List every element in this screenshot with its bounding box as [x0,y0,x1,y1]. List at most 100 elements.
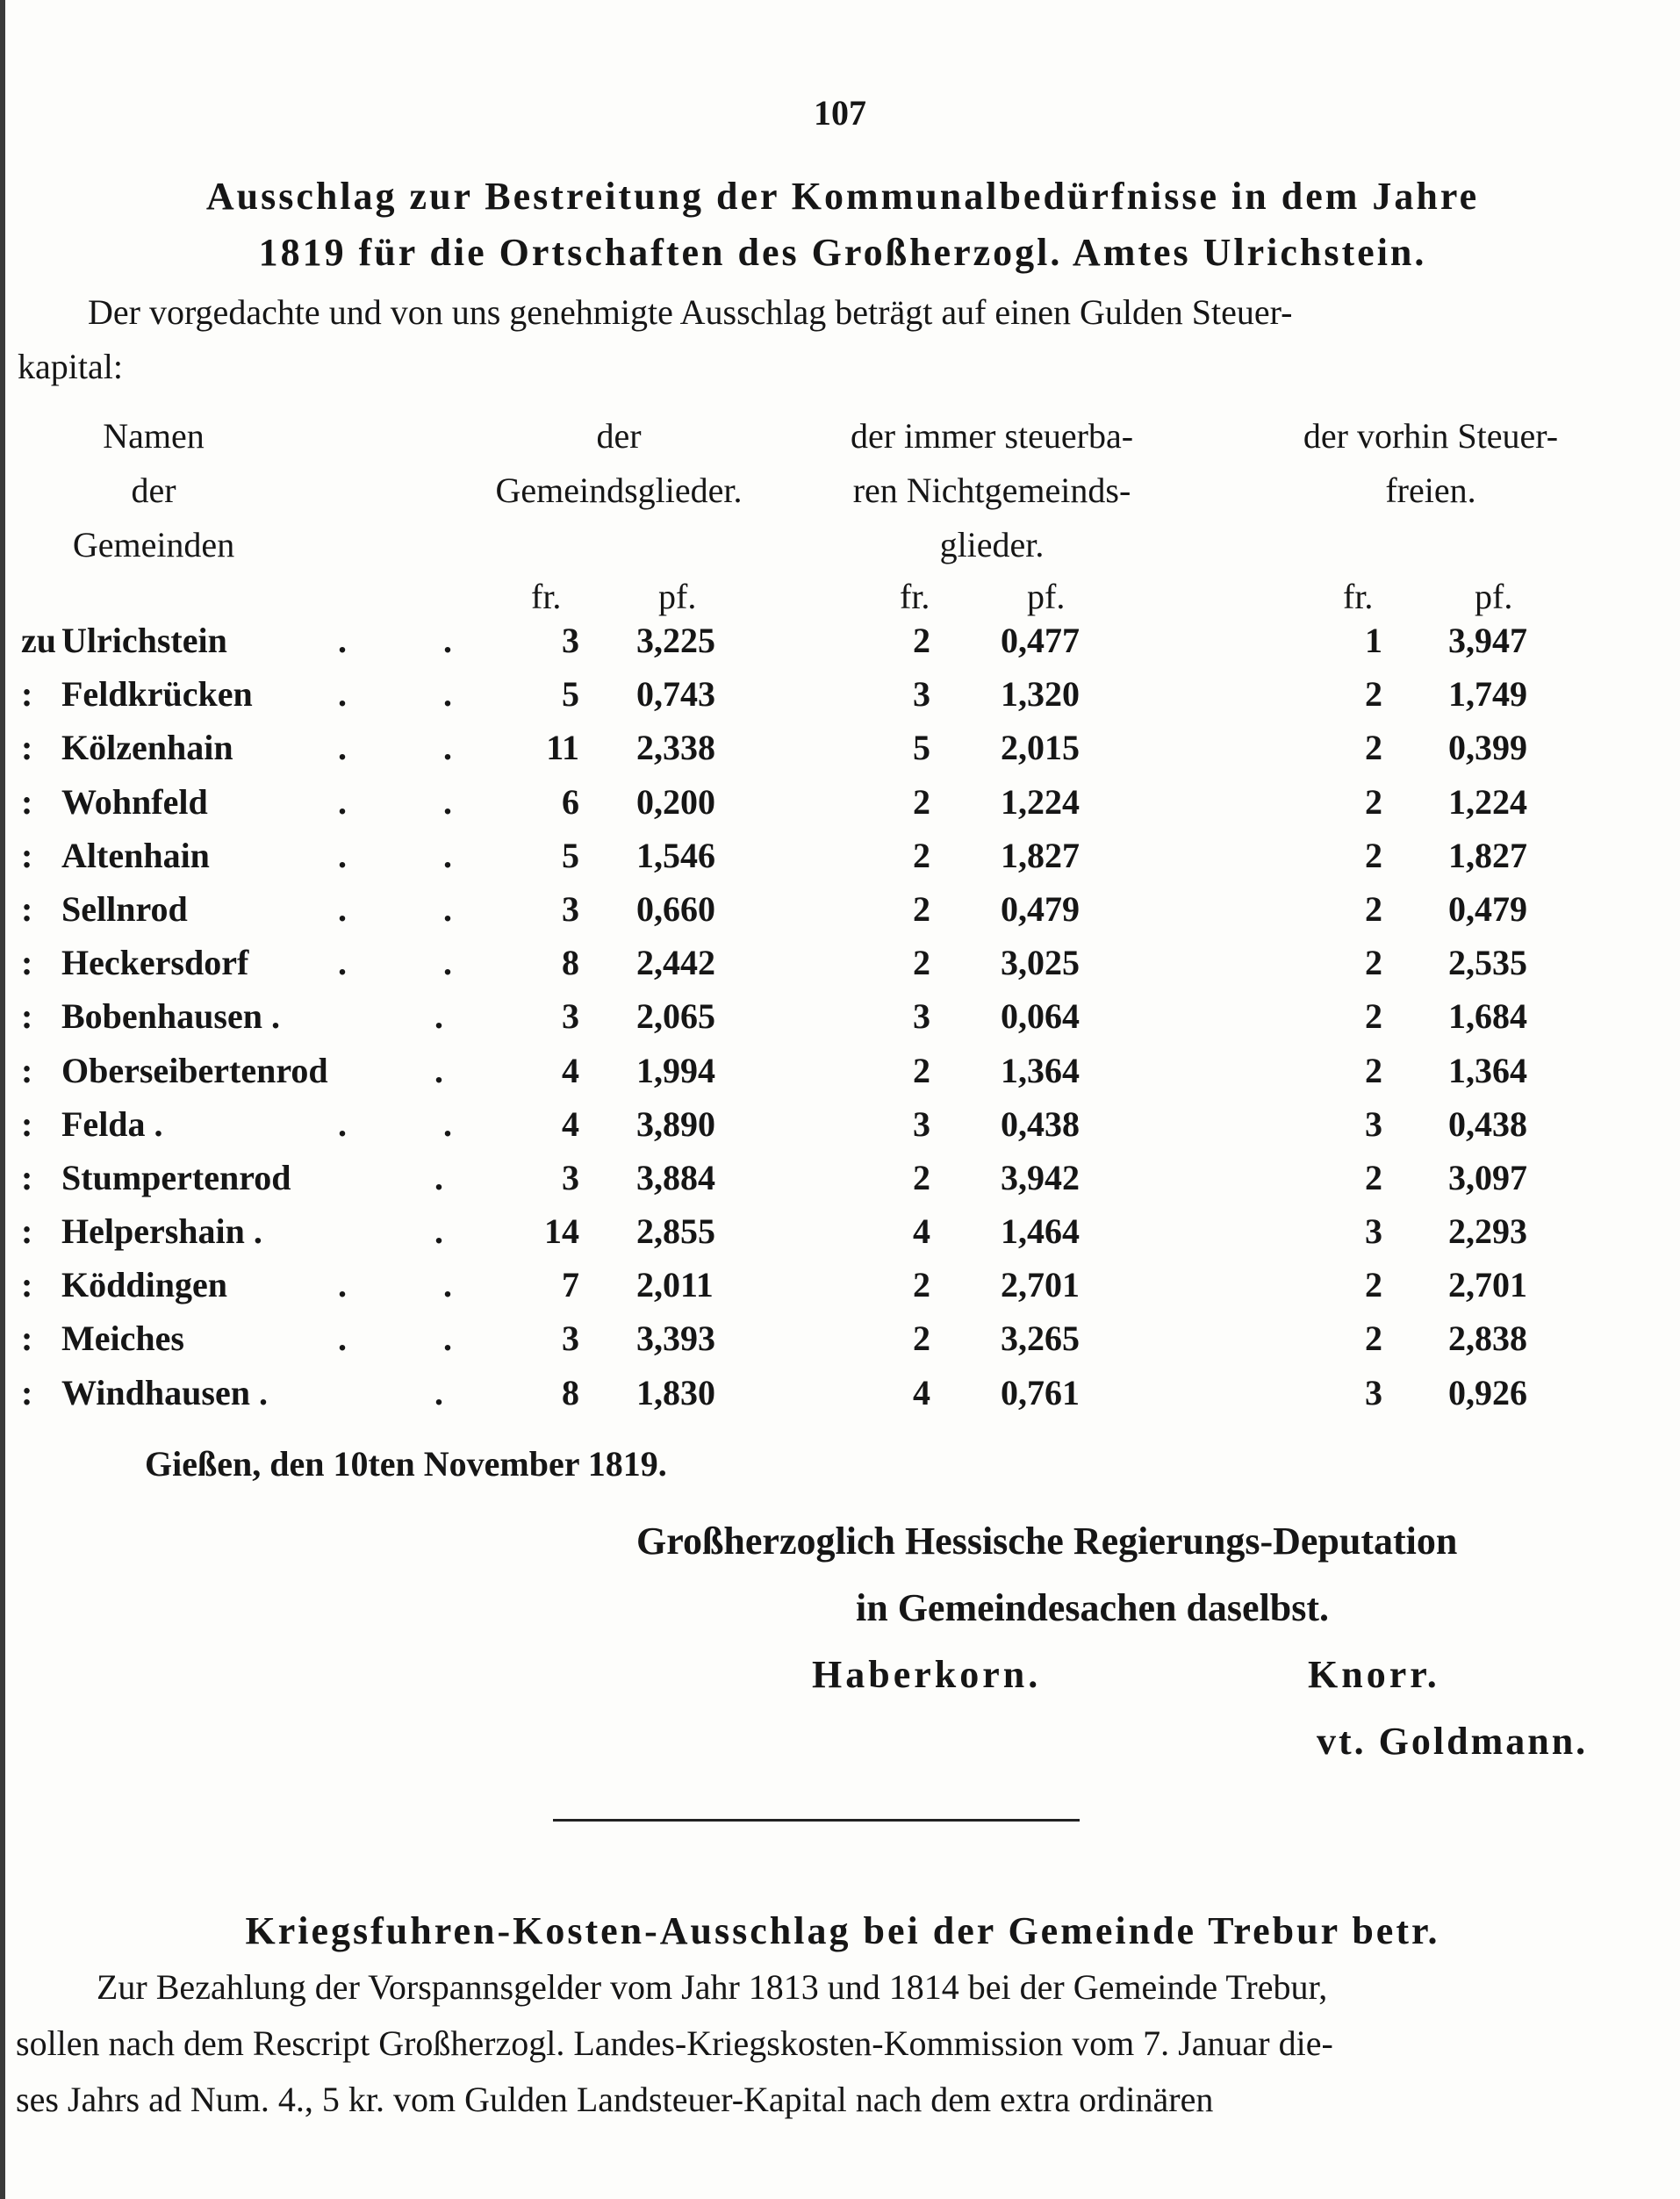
members-kreuzer: 6 [562,781,579,822]
leader-dots: . . [338,1319,496,1359]
unit-pf: pf. [1027,577,1066,616]
nonmembers-kreuzer: 4 [913,1372,930,1412]
unit-fr: fr. [1343,577,1374,616]
municipality-name: Felda . [61,1103,163,1144]
header-text: Gemeindsglieder. [495,471,743,510]
exempt-kreuzer: 2 [1365,1265,1382,1305]
unit-pf: pf. [658,577,697,616]
members-pfennig: 3,884 [636,1157,715,1197]
members-kreuzer: 3 [562,1157,579,1197]
exempt-kreuzer: 2 [1365,1157,1382,1197]
leader-dots: . [434,1211,443,1252]
nonmembers-kreuzer: 2 [913,1265,930,1305]
header-names: Namen der Gemeinden [35,409,272,572]
row-prefix: : [21,1372,33,1412]
nonmembers-kreuzer: 5 [913,728,930,768]
exempt-kreuzer: 2 [1365,728,1382,768]
municipality-name: Ulrichstein [61,621,227,660]
exempt-pfennig: 1,224 [1448,781,1527,822]
leader-dots: . . [338,1103,496,1144]
row-prefix: : [21,835,33,875]
unit-pf: pf. [1475,577,1513,616]
header-text: freien. [1385,471,1476,510]
members-pfennig: 1,994 [636,1050,715,1090]
header-text: Gemeinden [72,525,235,564]
exempt-kreuzer: 2 [1365,781,1382,822]
table-row: : Wohnfeld . . 6 0,200 2 1,224 2 1,224 [0,781,1680,835]
nonmembers-pfennig: 0,477 [1001,621,1080,660]
nonmembers-pfennig: 3,025 [1001,943,1080,983]
row-prefix: zu [21,621,56,660]
dateline: Gießen, den 10ten November 1819. [145,1444,667,1484]
members-kreuzer: 4 [562,1050,579,1090]
table-row: : Kölzenhain . . 11 2,338 5 2,015 2 0,399 [0,727,1680,780]
municipality-name: Sellnrod [61,888,188,929]
municipality-name: Meiches [61,1319,184,1359]
members-pfennig: 0,200 [636,781,715,822]
members-pfennig: 2,855 [636,1211,715,1252]
nonmembers-kreuzer: 2 [913,943,930,983]
members-kreuzer: 5 [562,835,579,875]
members-pfennig: 2,011 [636,1265,714,1305]
page-number: 107 [814,93,866,133]
members-pfennig: 3,393 [636,1319,715,1359]
municipality-name: Stumpertenrod [61,1157,291,1197]
nonmembers-kreuzer: 3 [913,674,930,715]
nonmembers-pfennig: 2,015 [1001,728,1080,768]
page-edge [0,0,5,2199]
table-row: zu Ulrichstein . . 3 3,225 2 0,477 1 3,947 [0,620,1680,673]
table-row: : Altenhain . . 5 1,546 2 1,827 2 1,827 [0,835,1680,888]
row-prefix: : [21,943,33,983]
section2-line-3: ses Jahrs ad Num. 4., 5 kr. vom Gulden L… [16,2080,1214,2119]
exempt-pfennig: 1,827 [1448,835,1527,875]
members-pfennig: 2,338 [636,728,715,768]
exempt-kreuzer: 2 [1365,835,1382,875]
leader-dots: . [434,1050,443,1090]
row-prefix: : [21,1103,33,1144]
exempt-pfennig: 3,947 [1448,621,1527,660]
municipality-name: Helpershain . [61,1211,262,1252]
row-prefix: : [21,1157,33,1197]
header-text: ren Nichtgemeinds- [852,471,1131,510]
header-formerly-exempt: der vorhin Steuer- freien. [1246,409,1615,518]
nonmembers-pfennig: 2,701 [1001,1265,1080,1305]
nonmembers-pfennig: 1,827 [1001,835,1080,875]
unit-fr: fr. [531,577,562,616]
intro-line-1: Der vorgedachte und von uns genehmigte A… [88,292,1293,332]
table-row: : Meiches . . 3 3,393 2 3,265 2 2,838 [0,1318,1680,1371]
table-row: : Stumpertenrod. 3 3,884 2 3,942 2 3,097 [0,1157,1680,1211]
nonmembers-kreuzer: 2 [913,1319,930,1359]
nonmembers-kreuzer: 2 [913,835,930,875]
title-line-2: 1819 für die Ortschaften des Großherzogl… [258,231,1427,274]
title-line-1: Ausschlag zur Bestreitung der Kommunalbe… [205,175,1480,218]
members-kreuzer: 3 [562,888,579,929]
assessment-table: zu Ulrichstein. . 3 3,225 2 0,477 1 3,947: Feldk… [0,620,1680,1426]
exempt-kreuzer: 2 [1365,996,1382,1037]
municipality-name: Windhausen . [61,1372,268,1412]
exempt-pfennig: 1,749 [1448,674,1527,715]
municipality-name: Altenhain [61,835,210,875]
members-pfennig: 3,225 [636,621,715,660]
members-pfennig: 0,743 [636,674,715,715]
table-row: : Feldkrücken . . 5 0,743 3 1,320 2 1,749 [0,673,1680,727]
row-prefix: : [21,1265,33,1305]
municipality-name: Feldkrücken [61,674,253,715]
exempt-pfennig: 1,364 [1448,1050,1527,1090]
exempt-kreuzer: 1 [1365,621,1382,660]
nonmembers-kreuzer: 2 [913,1157,930,1197]
nonmembers-kreuzer: 2 [913,888,930,929]
nonmembers-pfennig: 0,761 [1001,1372,1080,1412]
leader-dots: . [434,1157,443,1197]
row-prefix: : [21,888,33,929]
header-text: der [596,416,642,456]
nonmembers-kreuzer: 4 [913,1211,930,1252]
authority-line-2: in Gemeindesachen daselbst. [856,1586,1330,1629]
members-kreuzer: 3 [562,621,579,660]
row-prefix: : [21,674,33,715]
row-prefix: : [21,1050,33,1090]
municipality-name: Kölzenhain [61,728,233,768]
exempt-kreuzer: 3 [1365,1103,1382,1144]
table-row: : Heckersdorf . . 8 2,442 2 3,025 2 2,535 [0,942,1680,995]
exempt-pfennig: 0,399 [1448,728,1527,768]
section2-title: Kriegsfuhren-Kosten-Ausschlag bei der Ge… [245,1909,1440,1952]
